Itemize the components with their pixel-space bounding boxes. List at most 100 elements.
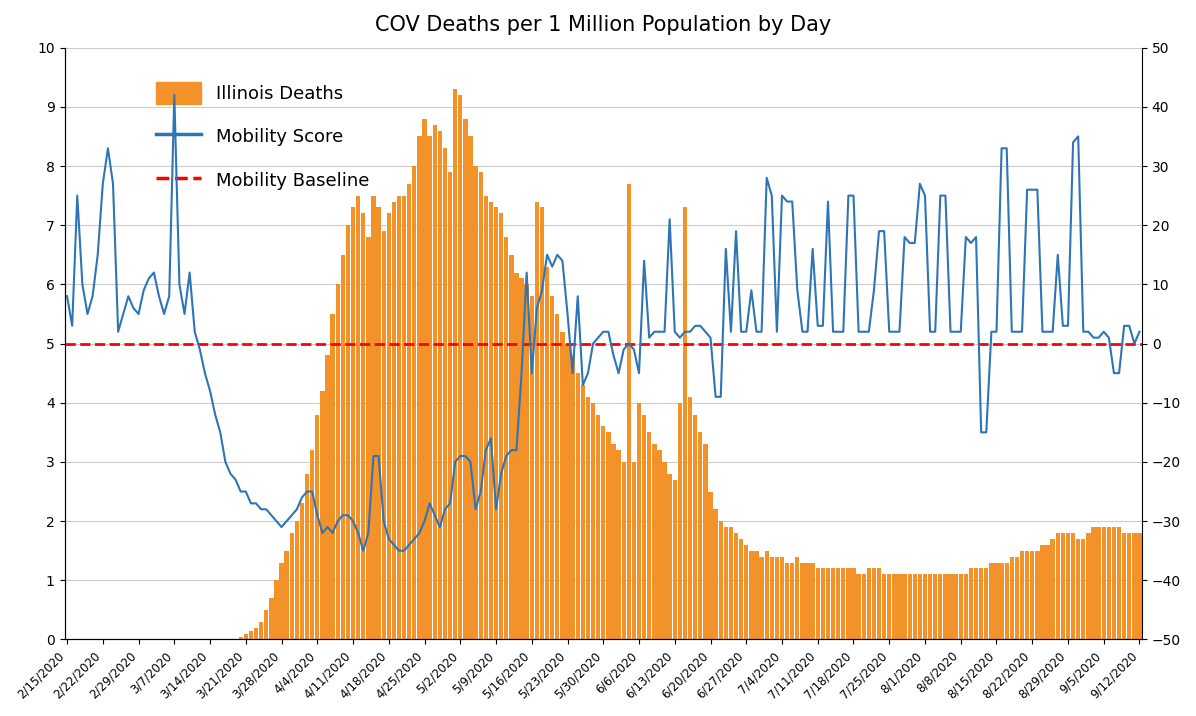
Bar (903, 574, 907, 639)
Bar (392, 201, 396, 639)
Bar (964, 574, 968, 639)
Bar (483, 195, 488, 639)
Bar (616, 450, 621, 639)
Bar (422, 119, 427, 639)
Bar (897, 574, 902, 639)
Bar (489, 201, 493, 639)
Bar (692, 415, 697, 639)
Bar (913, 574, 917, 639)
Bar (688, 397, 692, 639)
Bar (504, 237, 508, 639)
Bar (1025, 551, 1030, 639)
Bar (238, 637, 243, 639)
Bar (1066, 533, 1070, 639)
Bar (816, 569, 820, 639)
Bar (539, 208, 544, 639)
Bar (386, 213, 391, 639)
Bar (636, 403, 641, 639)
Bar (264, 610, 268, 639)
Bar (944, 574, 947, 639)
Bar (514, 273, 519, 639)
Bar (427, 137, 432, 639)
Bar (586, 397, 590, 639)
Bar (908, 574, 911, 639)
Bar (785, 563, 789, 639)
Bar (791, 563, 794, 639)
Bar (305, 474, 310, 639)
Bar (953, 574, 958, 639)
Bar (274, 580, 279, 639)
Bar (708, 491, 713, 639)
Bar (749, 551, 753, 639)
Bar (581, 385, 585, 639)
Bar (1112, 527, 1116, 639)
Bar (545, 266, 549, 639)
Bar (474, 166, 477, 639)
Bar (989, 563, 994, 639)
Bar (315, 415, 319, 639)
Bar (887, 574, 891, 639)
Bar (958, 574, 963, 639)
Bar (872, 569, 877, 639)
Bar (606, 432, 610, 639)
Bar (1005, 563, 1009, 639)
Bar (1117, 527, 1121, 639)
Bar (928, 574, 932, 639)
Bar (499, 213, 504, 639)
Bar (980, 569, 983, 639)
Bar (831, 569, 835, 639)
Bar (969, 569, 974, 639)
Bar (1097, 527, 1100, 639)
Bar (366, 237, 371, 639)
Bar (413, 166, 416, 639)
Bar (841, 569, 846, 639)
Bar (336, 284, 340, 639)
Bar (775, 556, 779, 639)
Bar (254, 628, 258, 639)
Bar (1020, 551, 1024, 639)
Bar (382, 231, 386, 639)
Bar (1106, 527, 1111, 639)
Bar (249, 631, 254, 639)
Bar (1091, 527, 1096, 639)
Bar (877, 569, 881, 639)
Bar (447, 172, 452, 639)
Bar (933, 574, 938, 639)
Bar (321, 391, 324, 639)
Bar (1045, 545, 1050, 639)
Bar (663, 462, 666, 639)
Bar (269, 598, 274, 639)
Bar (1000, 563, 1003, 639)
Bar (525, 284, 529, 639)
Bar (1009, 556, 1014, 639)
Bar (285, 551, 288, 639)
Bar (244, 634, 248, 639)
Bar (1061, 533, 1066, 639)
Bar (1127, 533, 1131, 639)
Bar (346, 226, 350, 639)
Bar (739, 539, 744, 639)
Bar (1014, 556, 1019, 639)
Bar (530, 296, 533, 639)
Bar (356, 195, 360, 639)
Bar (1070, 533, 1075, 639)
Bar (377, 208, 380, 639)
Bar (714, 509, 718, 639)
Bar (631, 462, 636, 639)
Bar (280, 563, 283, 639)
Bar (994, 563, 999, 639)
Bar (647, 432, 652, 639)
Bar (948, 574, 953, 639)
Bar (744, 545, 749, 639)
Bar (672, 480, 677, 639)
Bar (627, 184, 631, 639)
Bar (881, 574, 886, 639)
Bar (780, 556, 785, 639)
Bar (938, 574, 942, 639)
Bar (719, 521, 722, 639)
Bar (325, 355, 330, 639)
Bar (438, 130, 443, 639)
Bar (764, 551, 769, 639)
Bar (1137, 533, 1142, 639)
Bar (923, 574, 927, 639)
